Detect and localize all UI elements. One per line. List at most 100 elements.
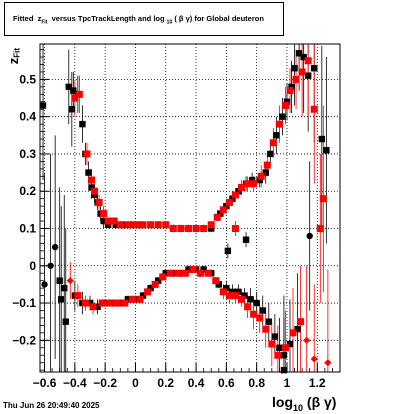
point-red-45	[106, 299, 114, 307]
point-red-57	[197, 269, 205, 277]
point-black-39	[248, 176, 256, 184]
x-tick-label-9: 1.2	[309, 376, 326, 390]
point-red-18	[184, 225, 192, 232]
title-box: Fitted zFit versus TpcTrackLength and lo…	[4, 2, 284, 36]
point-red-74	[310, 355, 318, 363]
point-red-64	[244, 303, 252, 311]
point-black-76	[247, 296, 254, 303]
point-red-39	[319, 195, 327, 203]
point-red-13	[147, 221, 155, 229]
y-tick-label-5: 0.3	[19, 147, 36, 161]
point-red-69	[274, 351, 282, 359]
point-red-62	[231, 292, 239, 300]
point-red-55	[181, 269, 189, 277]
point-red-50	[144, 288, 152, 296]
point-red-35	[292, 75, 300, 83]
point-black-86	[318, 135, 326, 143]
point-red-70	[281, 344, 289, 352]
x-tick-label-3: 0	[132, 376, 139, 390]
title-prefix: Fitted	[13, 14, 34, 23]
point-black-16	[91, 191, 98, 199]
title-z-sub: Fit	[41, 19, 48, 26]
y-tick-label-1: −0.1	[12, 296, 36, 310]
x-axis-label-sub: 10	[293, 402, 304, 413]
point-black-20	[104, 221, 112, 228]
point-red-54	[174, 269, 182, 277]
point-black-74	[235, 288, 242, 296]
point-red-7	[104, 217, 112, 225]
point-black-77	[253, 299, 260, 307]
point-red-68	[268, 340, 276, 348]
point-black-45	[283, 98, 291, 105]
point-red-28	[250, 180, 258, 188]
point-black-85	[306, 232, 313, 240]
point-red-3	[88, 176, 96, 184]
point-red-52	[159, 273, 167, 281]
x-tick-label-6: 0.6	[218, 376, 235, 390]
point-black-73	[229, 288, 236, 296]
title-z: z	[37, 14, 42, 23]
point-red-53	[166, 269, 174, 277]
y-tick-label-2: 0	[29, 259, 36, 273]
point-black-40	[256, 176, 263, 184]
point-red-37	[304, 57, 312, 65]
point-red-29	[257, 172, 265, 180]
x-tick-label-1: −0.4	[63, 376, 87, 390]
point-black-90	[280, 366, 288, 374]
point-black-4	[56, 277, 63, 284]
x-axis-label: log10 (β γ)	[272, 394, 336, 413]
point-red-49	[136, 295, 144, 303]
x-tick-label-4: 0.2	[157, 376, 174, 390]
chart-title: Fitted zFit versus TpcTrackLength and lo…	[13, 14, 264, 26]
point-black-48	[295, 50, 303, 57]
point-black-37	[235, 188, 242, 195]
point-red-58	[204, 269, 212, 277]
grid-lines	[40, 44, 340, 372]
point-red-56	[189, 266, 197, 273]
point-red-22	[213, 213, 221, 221]
point-red-66	[256, 314, 264, 322]
y-tick-label-0: −0.2	[12, 333, 36, 347]
point-red-36	[298, 68, 306, 76]
point-black-42	[267, 150, 274, 158]
point-black-81	[276, 344, 283, 351]
plot-frame	[39, 43, 341, 373]
y-tick-label-3: 0.1	[19, 222, 36, 236]
error-bars	[42, 44, 329, 372]
point-red-21	[207, 221, 215, 229]
point-black-79	[265, 318, 272, 325]
point-red-44	[98, 299, 106, 307]
point-black-0	[39, 102, 47, 109]
point-black-34	[217, 210, 224, 217]
point-red-59	[212, 277, 220, 285]
point-black-55	[94, 303, 101, 310]
point-red-34	[286, 87, 294, 95]
point-black-64	[162, 270, 169, 277]
y-tick-label-4: 0.2	[19, 184, 36, 198]
point-black-9	[68, 106, 76, 113]
point-black-47	[291, 65, 298, 72]
point-red-41	[74, 292, 82, 300]
point-red-25	[231, 191, 239, 199]
point-black-6	[61, 284, 68, 292]
point-red-77	[231, 225, 239, 232]
point-black-49	[300, 53, 307, 61]
point-red-8	[110, 217, 118, 225]
y-tick-label-7: 0.5	[19, 72, 36, 86]
point-red-6	[100, 210, 108, 218]
point-red-24	[225, 198, 233, 206]
point-red-67	[262, 325, 270, 333]
point-black-67	[185, 266, 192, 273]
point-black-1	[41, 281, 48, 288]
point-black-44	[279, 113, 286, 120]
point-black-82	[280, 352, 288, 359]
point-black-54	[86, 299, 94, 307]
point-red-43	[89, 303, 97, 311]
point-red-47	[121, 299, 129, 307]
point-black-88	[224, 247, 232, 255]
point-black-61	[139, 292, 147, 299]
point-red-61	[225, 292, 233, 300]
x-tick-label-7: 0.8	[248, 376, 265, 390]
point-black-7	[62, 318, 69, 325]
point-red-33	[281, 102, 289, 109]
